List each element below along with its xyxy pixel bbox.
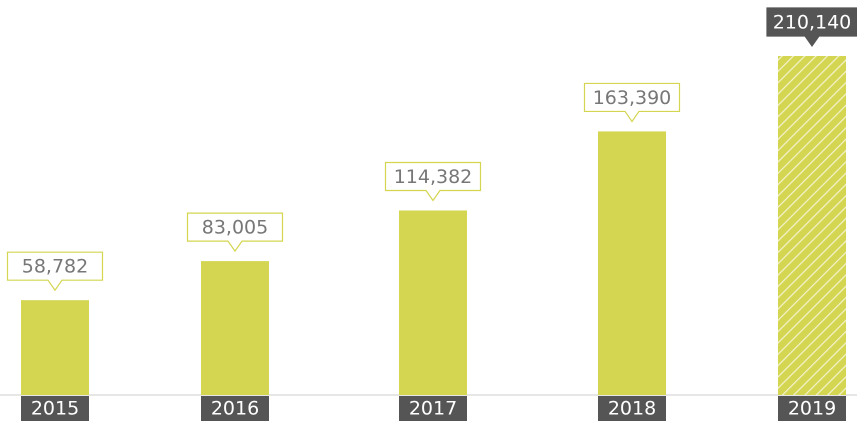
x-tick-label: 2019 bbox=[788, 398, 836, 420]
bar bbox=[399, 210, 467, 395]
bar bbox=[201, 261, 269, 395]
value-callout bbox=[6, 251, 104, 292]
value-label: 210,140 bbox=[773, 12, 852, 34]
category-box bbox=[778, 396, 846, 421]
bar bbox=[598, 131, 666, 395]
category-box bbox=[399, 396, 467, 421]
bar bbox=[778, 56, 846, 395]
value-label: 163,390 bbox=[593, 87, 672, 109]
value-callout bbox=[384, 161, 482, 202]
x-tick-label: 2017 bbox=[409, 398, 457, 420]
category-box bbox=[201, 396, 269, 421]
category-box bbox=[598, 396, 666, 421]
bar bbox=[21, 300, 89, 395]
value-callout bbox=[583, 82, 681, 123]
value-label: 114,382 bbox=[394, 166, 473, 188]
value-callout bbox=[186, 212, 284, 253]
x-tick-label: 2018 bbox=[608, 398, 656, 420]
x-tick-label: 2015 bbox=[31, 398, 79, 420]
category-box bbox=[21, 396, 89, 421]
value-callout bbox=[766, 7, 857, 48]
value-label: 83,005 bbox=[202, 217, 268, 239]
x-tick-label: 2016 bbox=[211, 398, 259, 420]
value-label: 58,782 bbox=[22, 256, 88, 278]
